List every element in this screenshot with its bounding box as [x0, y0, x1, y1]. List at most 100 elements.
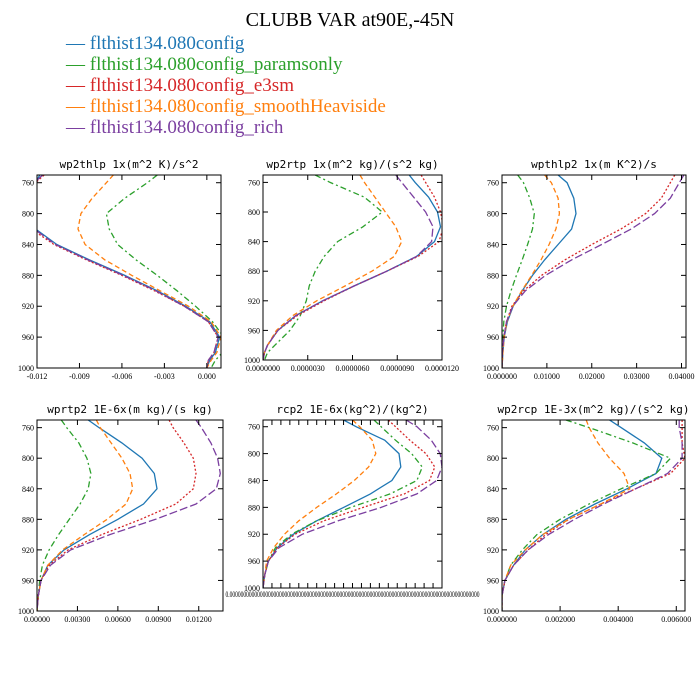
legend-entry: — flthist134.080config_rich	[65, 117, 284, 138]
panel-title: wp2thlp 1x(m^2 K)/s^2	[59, 158, 198, 171]
chart-panel: wp2rtp 1x(m^2 kg)/(s^2 kg) 760 800 840 880 92…	[244, 158, 459, 373]
series-line	[37, 420, 134, 611]
y-tick-label: 760	[487, 179, 499, 188]
series-line	[263, 175, 434, 360]
chart-panel: rcp2 1E-6x(kg^2)/(kg^2) 760 800 840 880 920 96…	[226, 403, 480, 599]
y-tick-label: 880	[22, 271, 34, 280]
y-tick-label: 800	[248, 450, 260, 459]
y-tick-label: 760	[22, 179, 34, 188]
x-tick-label: -0.003	[154, 372, 175, 381]
y-tick-label: 840	[22, 240, 34, 249]
y-tick-label: 800	[248, 208, 260, 217]
x-tick-label: 0.00000	[24, 615, 50, 624]
x-tick-label: 0.02000	[579, 372, 605, 381]
x-tick-label: -0.012	[27, 372, 48, 381]
y-tick-label: 960	[487, 576, 499, 585]
x-tick-label: 0.00000000000000000000000000000000000000…	[226, 590, 480, 599]
x-tick-label: 0.002000	[545, 615, 575, 624]
x-tick-label: 0.006000	[661, 615, 691, 624]
y-tick-label: 840	[248, 238, 260, 247]
series-line	[37, 175, 219, 368]
y-tick-label: 880	[487, 271, 499, 280]
x-tick-label: 0.0000090	[380, 364, 414, 373]
x-tick-label: 0.00300	[64, 615, 90, 624]
panel-title: wprtp2 1E-6x(m kg)/(s kg)	[47, 403, 213, 416]
series-line	[37, 175, 219, 368]
series-line	[77, 175, 221, 368]
y-tick-label: 800	[487, 454, 499, 463]
legend-entry: — flthist134.080config_smoothHeaviside	[65, 96, 386, 117]
legend: — flthist134.080config— flthist134.080co…	[65, 33, 386, 138]
y-tick-label: 960	[22, 576, 34, 585]
x-tick-label: 0.000000	[487, 615, 517, 624]
y-tick-label: 760	[248, 178, 260, 187]
y-tick-label: 760	[487, 424, 499, 433]
series-line	[263, 420, 442, 588]
plot-frame	[262, 174, 443, 361]
chart-panels: wp2thlp 1x(m^2 K)/s^2 760 800 840 880 920 960 1…	[18, 158, 695, 624]
series-line	[502, 420, 631, 611]
y-tick-label: 760	[22, 424, 34, 433]
legend-entry: — flthist134.080config_paramsonly	[65, 54, 343, 75]
y-tick-label: 880	[248, 267, 260, 276]
series-line	[502, 175, 676, 368]
legend-entry: — flthist134.080config_e3sm	[65, 75, 294, 96]
chart-panel: wprtp2 1E-6x(m kg)/(s kg) 760 800 840 880 920…	[18, 403, 224, 624]
x-tick-label: 0.00600	[105, 615, 131, 624]
y-tick-label: 960	[22, 333, 34, 342]
y-tick-label: 960	[487, 333, 499, 342]
y-tick-label: 760	[248, 423, 260, 432]
chart-panel: wp2rcp 1E-3x(m^2 kg)/(s^2 kg) 760 800 840 88…	[483, 403, 691, 624]
series-line	[37, 420, 221, 611]
series-line	[263, 420, 402, 588]
x-tick-label: 0.00900	[145, 615, 171, 624]
series-line	[502, 175, 561, 368]
series-line	[502, 420, 683, 611]
plot-frame	[36, 419, 224, 612]
x-tick-label: 0.04000	[669, 372, 695, 381]
series-line	[37, 175, 221, 368]
y-tick-label: 920	[248, 297, 260, 306]
x-tick-label: 0.000	[198, 372, 216, 381]
series-line	[263, 175, 403, 360]
plot-frame	[501, 174, 687, 369]
y-tick-label: 920	[487, 302, 499, 311]
y-tick-label: 960	[248, 326, 260, 335]
y-tick-label: 920	[487, 546, 499, 555]
series-line	[37, 420, 158, 611]
x-tick-label: 0.0000120	[425, 364, 459, 373]
plot-frame	[501, 419, 686, 612]
x-tick-label: 0.0000030	[291, 364, 325, 373]
y-tick-label: 1000	[483, 607, 499, 616]
x-tick-label: 0.000000	[487, 372, 517, 381]
figure-title: CLUBB VAR at90E,-45N	[246, 9, 455, 31]
y-tick-label: 1000	[18, 364, 34, 373]
series-line	[37, 420, 92, 611]
y-tick-label: 1000	[244, 356, 260, 365]
panel-title: wp2rcp 1E-3x(m^2 kg)/(s^2 kg)	[497, 403, 689, 416]
x-tick-label: 0.0000060	[336, 364, 370, 373]
y-tick-label: 880	[22, 515, 34, 524]
x-tick-label: 0.004000	[603, 615, 633, 624]
y-tick-label: 800	[487, 210, 499, 219]
series-line	[502, 175, 535, 368]
x-tick-label: 0.01200	[186, 615, 212, 624]
panel-title: rcp2 1E-6x(kg^2)/(kg^2)	[276, 403, 428, 416]
y-tick-label: 840	[248, 476, 260, 485]
y-tick-label: 840	[487, 485, 499, 494]
series-line	[502, 420, 672, 611]
x-tick-label: 0.01000	[534, 372, 560, 381]
series-line	[263, 420, 377, 588]
series-line	[263, 175, 384, 360]
y-tick-label: 1000	[483, 364, 499, 373]
panel-title: wpthlp2 1x(m K^2)/s	[531, 158, 657, 171]
series-line	[502, 175, 577, 368]
plot-frame	[36, 174, 222, 369]
y-tick-label: 880	[487, 515, 499, 524]
series-line	[105, 175, 221, 368]
y-tick-label: 920	[22, 302, 34, 311]
series-line	[263, 175, 442, 360]
x-tick-label: -0.006	[112, 372, 133, 381]
series-line	[263, 420, 424, 588]
